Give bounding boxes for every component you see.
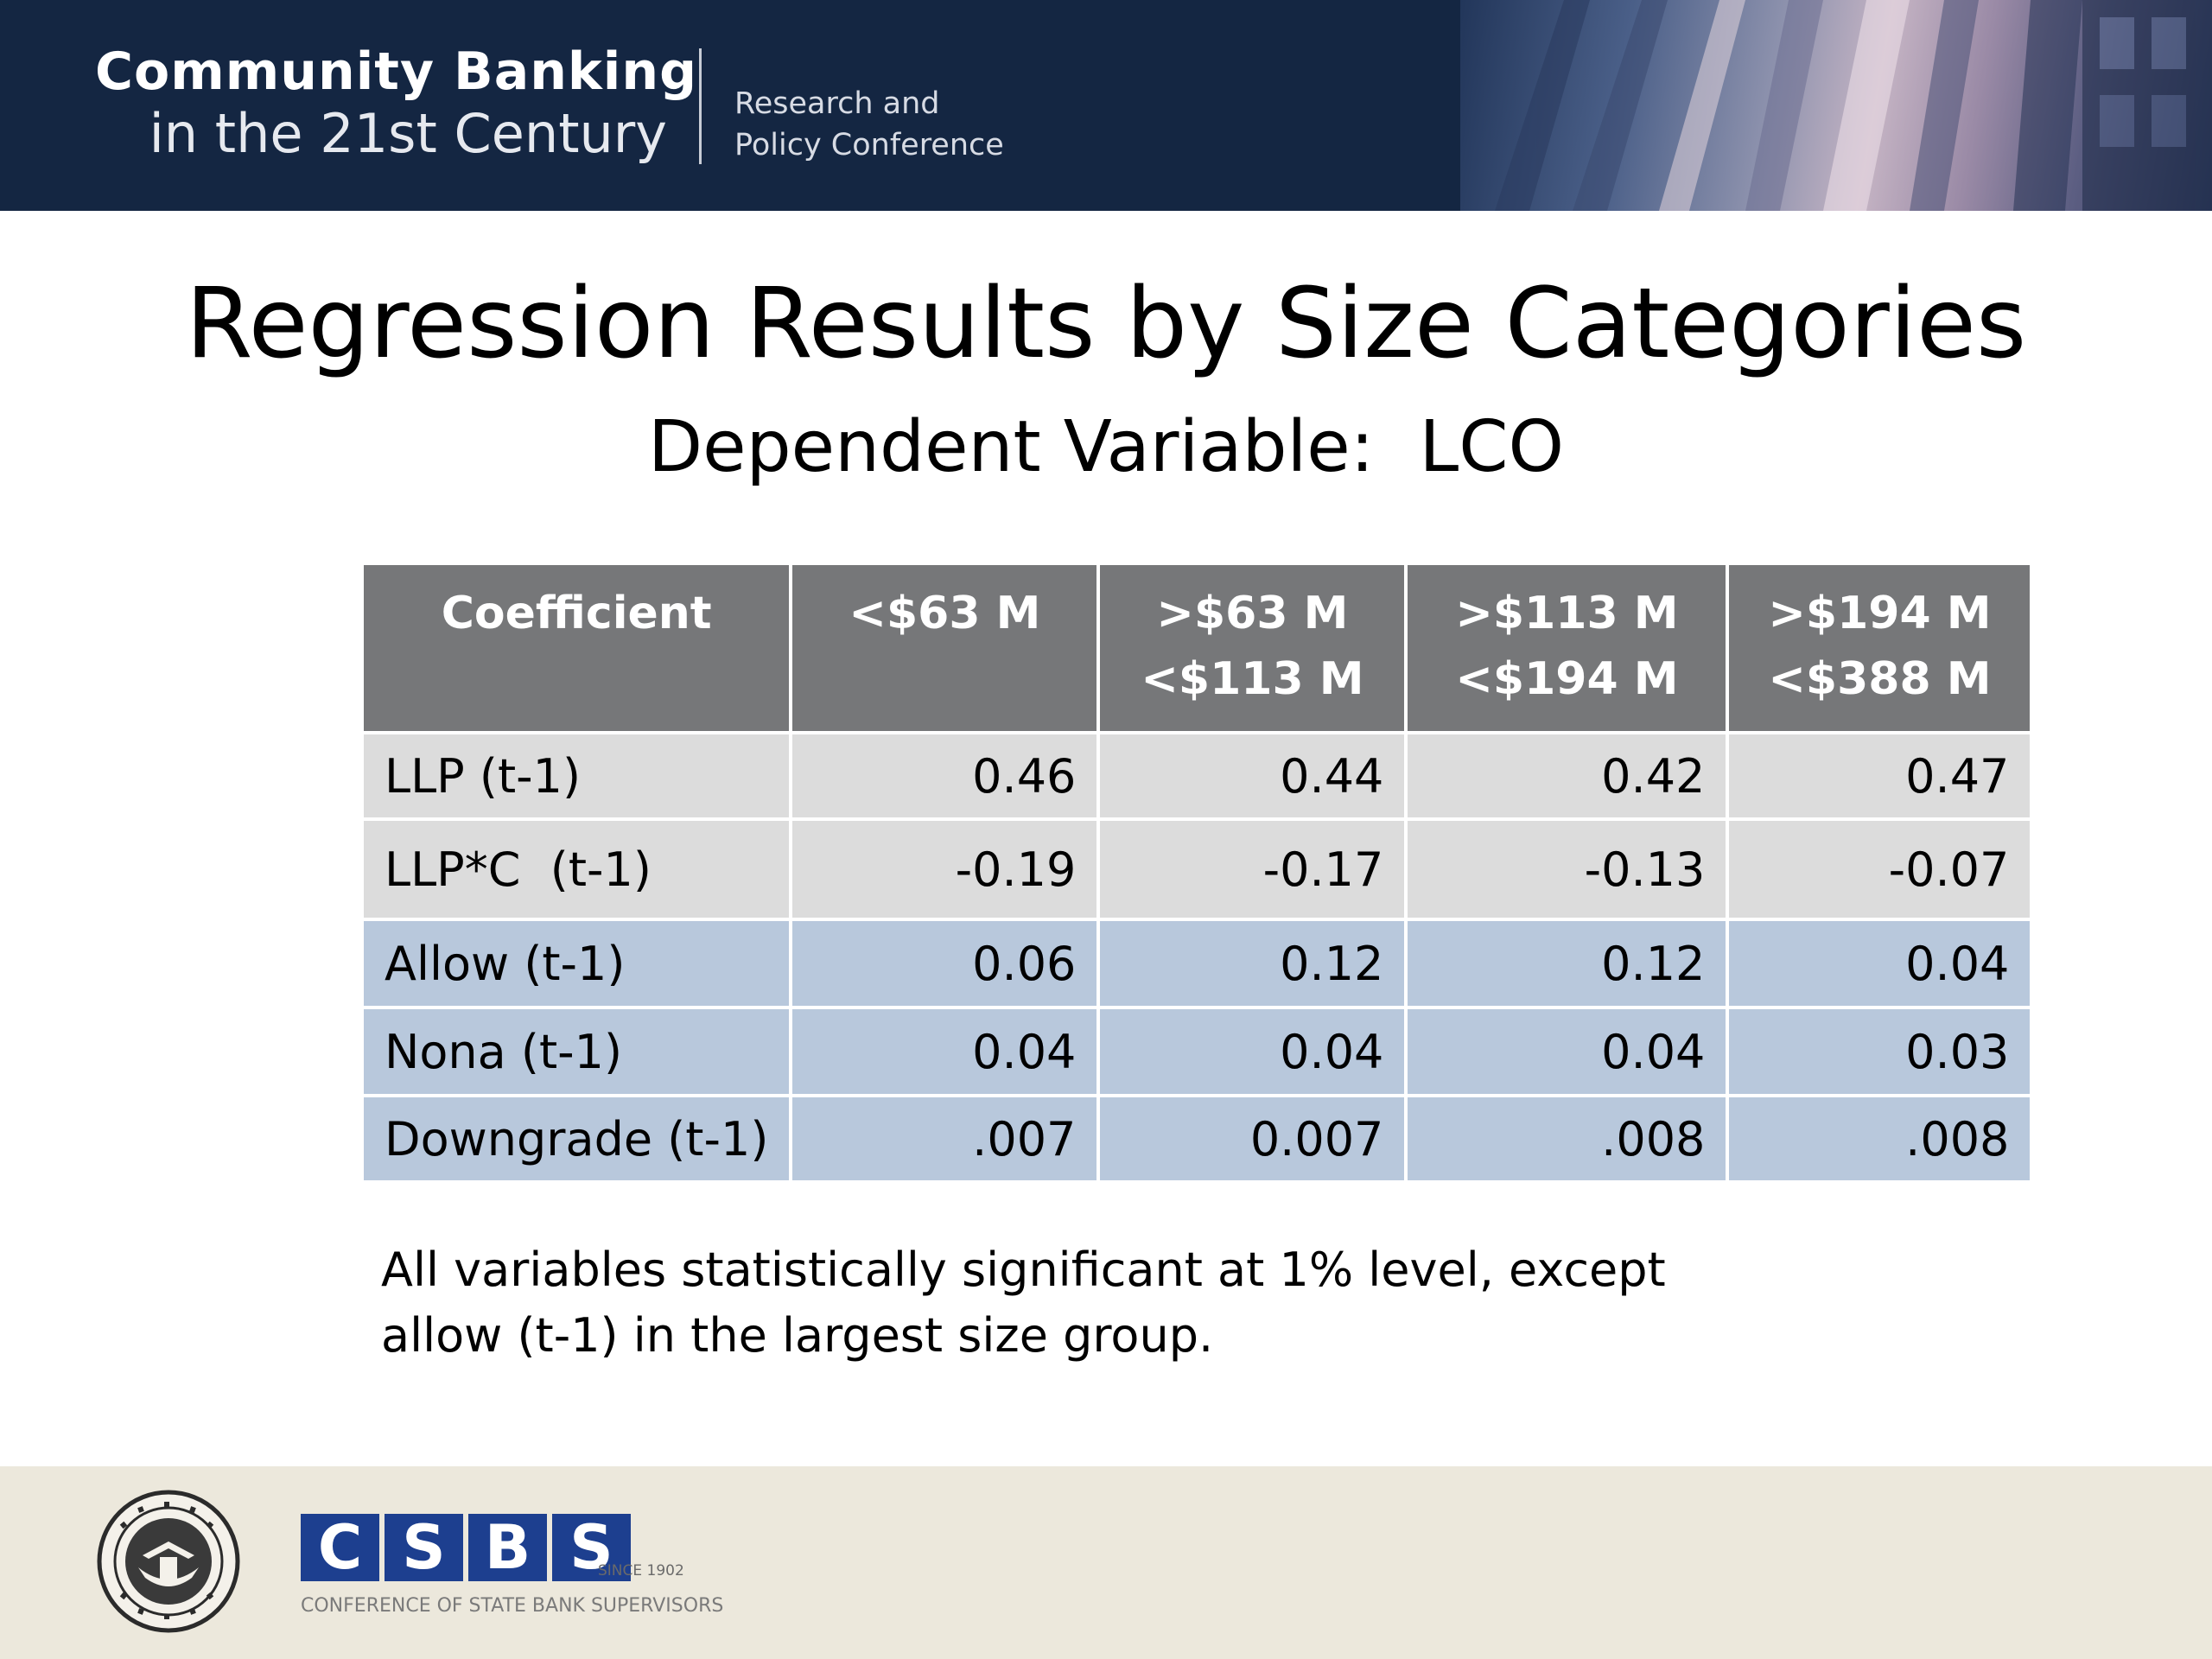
csbs-letter: S bbox=[385, 1514, 463, 1581]
slide-subtitle: Dependent Variable: LCO bbox=[648, 406, 1564, 488]
table-cell: 0.007 bbox=[1096, 1094, 1408, 1184]
banner-divider bbox=[699, 48, 702, 164]
header-under-63m: <$63 M bbox=[789, 562, 1101, 734]
csbs-logo: C S B S bbox=[301, 1514, 636, 1581]
csbs-letter: S bbox=[552, 1514, 631, 1581]
table-row: Downgrade (t-1) .007 0.007 .008 .008 bbox=[359, 1094, 2034, 1184]
header-113m-194m: >$113 M <$194 M bbox=[1404, 562, 1730, 734]
table-cell: 0.04 bbox=[789, 1006, 1101, 1097]
table-header-row: Coefficient <$63 M >$63 M <$113 M >$113 M… bbox=[359, 562, 2034, 734]
table-row: Allow (t-1) 0.06 0.12 0.12 0.04 bbox=[359, 918, 2034, 1009]
table-cell: 0.44 bbox=[1096, 731, 1408, 821]
table-row: Nona (t-1) 0.04 0.04 0.04 0.03 bbox=[359, 1006, 2034, 1097]
table-cell: -0.07 bbox=[1726, 817, 2034, 921]
header-63m-113m: >$63 M <$113 M bbox=[1096, 562, 1408, 734]
table-cell: 0.42 bbox=[1404, 731, 1730, 821]
table-cell: 0.04 bbox=[1404, 1006, 1730, 1097]
header-banner: Community Banking in the 21st Century Re… bbox=[0, 0, 2212, 211]
row-label: LLP*C (t-1) bbox=[359, 817, 793, 921]
regression-table: Coefficient <$63 M >$63 M <$113 M >$113 M… bbox=[359, 562, 2034, 1184]
table-cell: 0.47 bbox=[1726, 731, 2034, 821]
row-label: LLP (t-1) bbox=[359, 731, 793, 821]
row-label: Nona (t-1) bbox=[359, 1006, 793, 1097]
significance-note: All variables statistically significant … bbox=[381, 1237, 1677, 1369]
table-row: LLP (t-1) 0.46 0.44 0.42 0.47 bbox=[359, 731, 2034, 821]
conference-title-line1: Community Banking bbox=[95, 41, 698, 102]
header-coefficient: Coefficient bbox=[359, 562, 793, 734]
table-cell: .007 bbox=[789, 1094, 1101, 1184]
building-photo bbox=[1460, 0, 2212, 211]
table-cell: -0.19 bbox=[789, 817, 1101, 921]
note-line2: allow (t-1) in the largest size group. bbox=[381, 1308, 1214, 1363]
table-cell: -0.13 bbox=[1404, 817, 1730, 921]
conference-title-line2: in the 21st Century bbox=[149, 102, 667, 165]
conference-subtitle-line1: Research and bbox=[734, 86, 940, 121]
slide-title: Regression Results by Size Categories bbox=[185, 268, 2027, 380]
table-cell: 0.06 bbox=[789, 918, 1101, 1009]
table-cell: .008 bbox=[1726, 1094, 2034, 1184]
csbs-letter: B bbox=[468, 1514, 547, 1581]
csbs-since: SINCE 1902 bbox=[598, 1562, 684, 1580]
table-cell: 0.04 bbox=[1726, 918, 2034, 1009]
note-line1: All variables statistically significant … bbox=[381, 1243, 1666, 1297]
table-cell: 0.46 bbox=[789, 731, 1101, 821]
table-cell: 0.12 bbox=[1096, 918, 1408, 1009]
table-cell: 0.03 bbox=[1726, 1006, 2034, 1097]
table-cell: 0.04 bbox=[1096, 1006, 1408, 1097]
federal-reserve-seal-icon bbox=[97, 1490, 240, 1633]
table-cell: 0.12 bbox=[1404, 918, 1730, 1009]
conference-subtitle-line2: Policy Conference bbox=[734, 128, 1004, 162]
table-row: LLP*C (t-1) -0.19 -0.17 -0.13 -0.07 bbox=[359, 817, 2034, 921]
header-194m-388m: >$194 M <$388 M bbox=[1726, 562, 2034, 734]
table-cell: .008 bbox=[1404, 1094, 1730, 1184]
csbs-full-name: CONFERENCE OF STATE BANK SUPERVISORS bbox=[301, 1595, 724, 1617]
table-cell: -0.17 bbox=[1096, 817, 1408, 921]
row-label: Downgrade (t-1) bbox=[359, 1094, 793, 1184]
row-label: Allow (t-1) bbox=[359, 918, 793, 1009]
csbs-letter: C bbox=[301, 1514, 379, 1581]
